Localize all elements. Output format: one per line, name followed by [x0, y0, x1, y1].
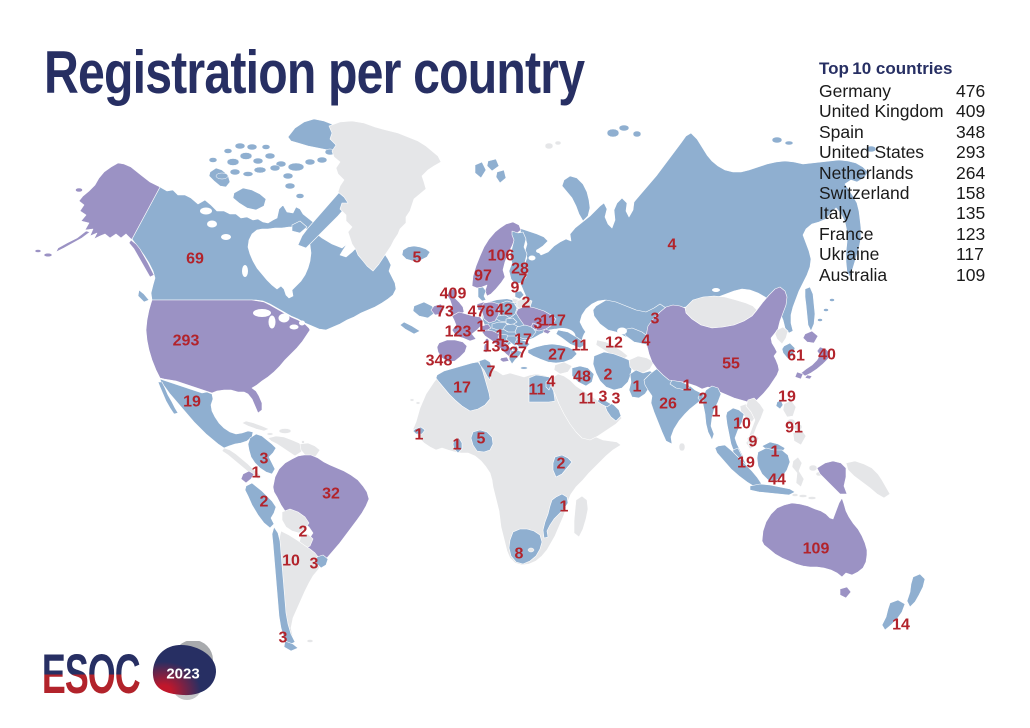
svg-text:40: 40 [818, 347, 836, 364]
svg-text:10: 10 [282, 553, 300, 570]
svg-text:91: 91 [785, 420, 803, 437]
svg-text:409: 409 [440, 286, 467, 303]
svg-text:117: 117 [540, 313, 566, 330]
svg-text:1: 1 [771, 444, 780, 461]
svg-text:5: 5 [413, 250, 422, 267]
svg-text:293: 293 [173, 333, 200, 350]
svg-text:27: 27 [509, 345, 527, 362]
svg-text:106: 106 [488, 248, 515, 265]
svg-text:5: 5 [477, 431, 486, 448]
svg-text:1: 1 [252, 465, 261, 482]
svg-text:4: 4 [642, 333, 651, 350]
svg-text:27: 27 [548, 347, 566, 364]
svg-text:ESOC: ESOC [42, 642, 140, 703]
svg-text:2: 2 [557, 456, 566, 473]
svg-text:55: 55 [722, 356, 740, 373]
svg-text:61: 61 [787, 348, 805, 365]
svg-text:3: 3 [310, 556, 319, 573]
svg-text:12: 12 [605, 335, 623, 352]
svg-text:1: 1 [633, 379, 642, 396]
svg-text:2: 2 [604, 367, 613, 384]
svg-text:17: 17 [453, 380, 471, 397]
svg-text:28: 28 [511, 261, 529, 278]
svg-text:3: 3 [534, 316, 543, 333]
svg-text:1: 1 [415, 427, 424, 444]
svg-text:10: 10 [733, 416, 751, 433]
svg-text:19: 19 [183, 394, 201, 411]
svg-text:11: 11 [572, 338, 589, 355]
svg-text:26: 26 [659, 396, 677, 413]
svg-text:42: 42 [495, 302, 513, 319]
svg-text:1: 1 [683, 378, 692, 395]
svg-text:1: 1 [477, 319, 486, 336]
svg-text:2023: 2023 [166, 666, 199, 683]
svg-text:69: 69 [186, 251, 204, 268]
svg-text:1: 1 [712, 404, 721, 421]
svg-text:476: 476 [468, 304, 495, 321]
svg-text:2: 2 [522, 295, 531, 312]
svg-text:135: 135 [483, 339, 510, 356]
svg-text:32: 32 [322, 486, 340, 503]
svg-text:73: 73 [436, 304, 454, 321]
svg-text:1: 1 [560, 499, 569, 516]
svg-text:7: 7 [519, 272, 528, 289]
svg-text:348: 348 [426, 353, 453, 370]
svg-text:3: 3 [260, 451, 269, 468]
svg-text:11: 11 [529, 382, 546, 399]
svg-text:4: 4 [668, 237, 677, 254]
svg-text:4: 4 [547, 374, 556, 391]
svg-text:44: 44 [768, 472, 786, 489]
svg-text:8: 8 [515, 546, 524, 563]
svg-text:3: 3 [612, 391, 621, 408]
svg-text:2: 2 [299, 524, 308, 541]
svg-text:2: 2 [699, 391, 708, 408]
svg-text:48: 48 [573, 369, 591, 386]
svg-text:11: 11 [579, 391, 596, 408]
svg-text:97: 97 [474, 268, 492, 285]
svg-text:14: 14 [892, 617, 910, 634]
svg-text:3: 3 [279, 630, 288, 647]
svg-text:3: 3 [651, 311, 660, 328]
svg-text:7: 7 [487, 364, 496, 381]
svg-text:19: 19 [737, 455, 755, 472]
svg-text:3: 3 [599, 389, 608, 406]
svg-text:9: 9 [511, 280, 520, 297]
svg-text:123: 123 [445, 324, 472, 341]
svg-text:2: 2 [260, 494, 269, 511]
svg-text:17: 17 [514, 332, 532, 349]
svg-text:9: 9 [749, 434, 758, 451]
svg-text:1: 1 [453, 437, 462, 454]
svg-text:19: 19 [778, 389, 796, 406]
svg-text:1: 1 [496, 328, 505, 345]
svg-text:109: 109 [803, 541, 830, 558]
